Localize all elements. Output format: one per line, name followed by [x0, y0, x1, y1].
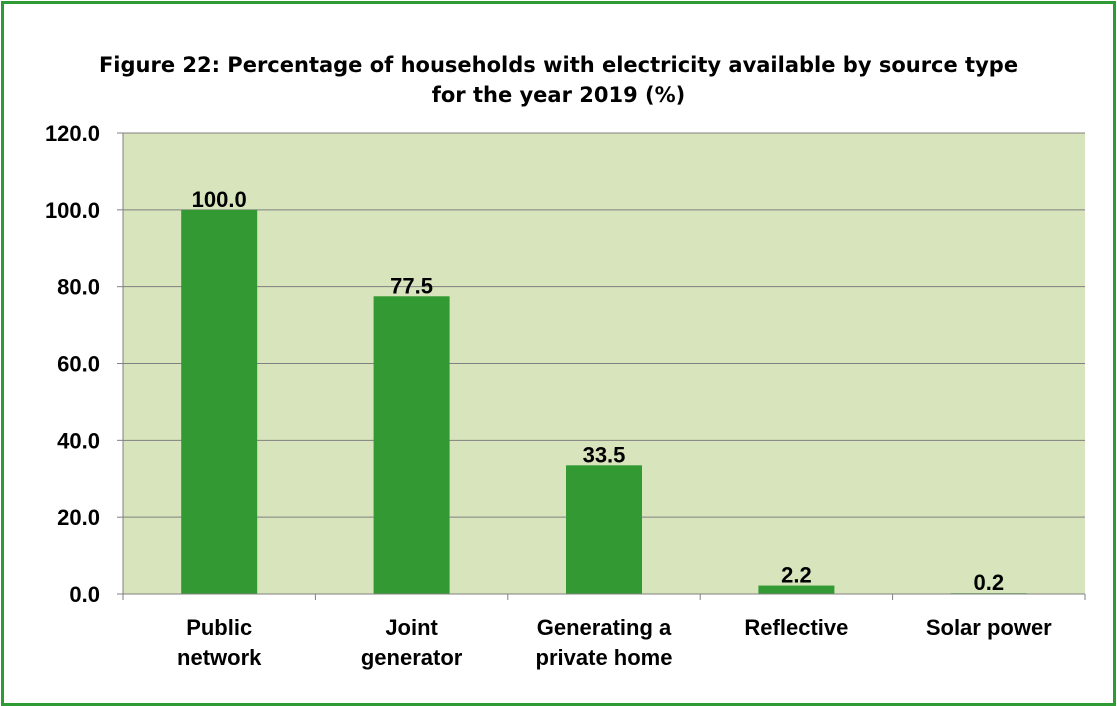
data-label: 2.2	[781, 563, 812, 588]
bars	[181, 209, 1027, 595]
bar	[758, 585, 835, 594]
bar	[181, 209, 258, 595]
y-tick-label: 0.0	[69, 582, 100, 607]
x-tick-label: Reflective	[744, 615, 848, 640]
data-label: 100.0	[192, 187, 247, 212]
x-tick-labels: Public network Joint generator Generating a p…	[177, 615, 1052, 670]
y-tick-label: 40.0	[57, 428, 100, 453]
x-tick-label: Generating a	[537, 615, 672, 640]
x-tick-label: private home	[536, 645, 673, 670]
data-label: 77.5	[390, 273, 433, 298]
data-labels: 100.0 77.5 33.5 2.2 0.2	[192, 187, 1004, 595]
x-tick-label: Solar power	[926, 615, 1052, 640]
axes	[117, 132, 1086, 600]
y-tick-label: 60.0	[57, 352, 100, 377]
data-label: 0.2	[974, 570, 1005, 595]
chart-title-line-2: for the year 2019 (%)	[431, 83, 686, 107]
y-tick-label: 20.0	[57, 505, 100, 530]
chart-title: Figure 22: Percentage of households with…	[0, 50, 1117, 110]
bar	[373, 296, 450, 594]
x-tick-label: Joint	[385, 615, 438, 640]
y-tick-labels: 0.0 20.0 40.0 60.0 80.0 100.0 120.0	[45, 121, 100, 607]
data-label: 33.5	[583, 442, 626, 467]
y-tick-label: 80.0	[57, 275, 100, 300]
chart-title-line-1: Figure 22: Percentage of households with…	[98, 53, 1019, 77]
x-tick-label: network	[177, 645, 262, 670]
y-tick-label: 100.0	[45, 198, 100, 223]
y-tick-label: 120.0	[45, 121, 100, 146]
bar	[566, 465, 642, 594]
x-tick-label: Public	[186, 615, 252, 640]
x-tick-label: generator	[361, 645, 463, 670]
